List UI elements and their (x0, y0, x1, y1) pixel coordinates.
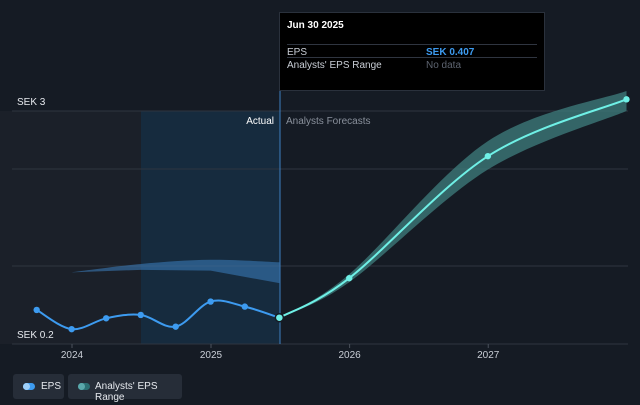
forecast-range-band (279, 91, 627, 318)
highlight-period-area (141, 111, 280, 344)
past-shaded-area (0, 111, 141, 344)
eps-point[interactable] (274, 312, 285, 323)
range-band (71, 91, 627, 318)
forecast-point[interactable] (623, 96, 630, 103)
forecast-label: Analysts Forecasts (286, 116, 370, 127)
forecast-line (278, 98, 627, 319)
tooltip-range-value: No data (426, 60, 462, 71)
legend-eps-button[interactable]: EPS (13, 374, 64, 399)
grid-lines (12, 110, 628, 345)
x-tick-label: 2025 (200, 350, 223, 361)
eps-point[interactable] (241, 303, 249, 310)
range-swatch-icon (78, 383, 90, 390)
x-tick-label: 2024 (61, 350, 84, 361)
eps-point[interactable] (137, 311, 144, 319)
actual-label: Actual (246, 116, 274, 127)
eps-point[interactable] (172, 323, 179, 330)
legend-range-button[interactable]: Analysts' EPS Range (68, 374, 182, 403)
forecast-point[interactable] (346, 274, 353, 282)
tooltip-row-eps: EPS SEK 0.407 (287, 44, 537, 58)
tooltip-row-range: Analysts' EPS Range No data (287, 57, 537, 71)
eps-swatch-icon (23, 383, 35, 390)
eps-point[interactable] (68, 325, 75, 333)
historic-range-band (71, 259, 280, 284)
legend-range-label: Analysts' EPS Range (95, 381, 158, 403)
eps-point[interactable] (33, 306, 40, 314)
x-axis-ticks: 2024 2025 2026 2027 (61, 344, 500, 361)
legend-eps-label: EPS (41, 381, 62, 392)
eps-point[interactable] (207, 298, 214, 305)
y-axis-top-label: SEK 3 (17, 97, 46, 108)
tooltip-range-label: Analysts' EPS Range (287, 60, 382, 71)
tooltip-eps-label: EPS (287, 47, 308, 58)
series-points (33, 96, 630, 333)
x-tick-label: 2026 (338, 350, 361, 361)
tooltip-eps-value: SEK 0.407 (426, 47, 475, 58)
eps-point[interactable] (102, 315, 110, 322)
tooltip: Jun 30 2025 EPS SEK 0.407 Analysts' EPS … (279, 12, 545, 91)
x-tick-label: 2027 (477, 350, 500, 361)
forecast-point[interactable] (484, 152, 492, 160)
y-axis-bottom-label: SEK 0.2 (17, 330, 54, 341)
tooltip-date: Jun 30 2025 (287, 20, 344, 31)
